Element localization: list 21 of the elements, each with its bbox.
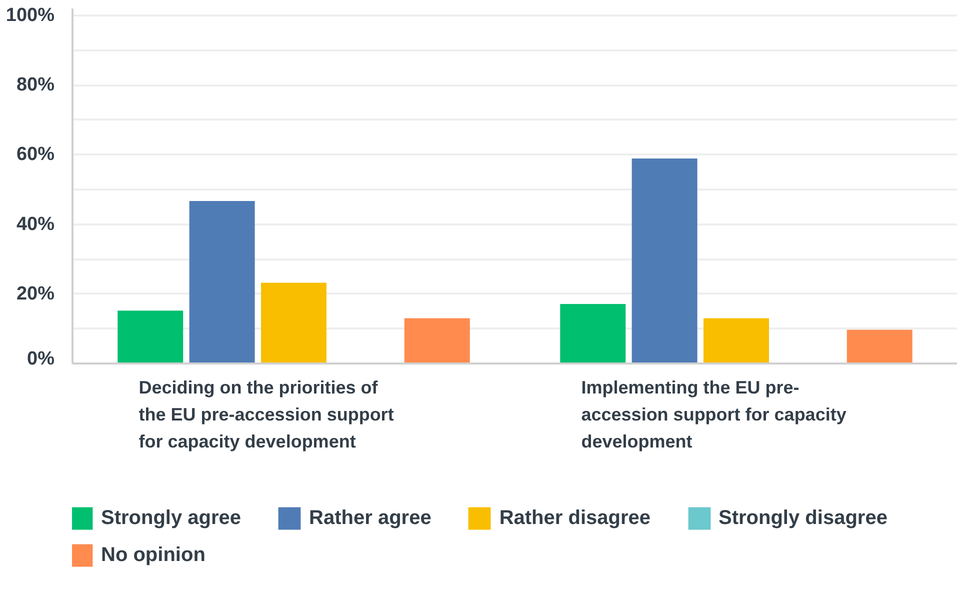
legend-label: No opinion [101,544,206,566]
text: 0% [27,348,55,370]
bar [846,330,912,364]
y-tick-label: 40% [16,214,55,235]
bar [189,200,255,364]
text: 20% [16,283,55,304]
bar [560,304,626,364]
bar [704,318,769,364]
x-tick-label: Deciding on the priorities of the EU pre-accession support for capacity development [138,378,394,452]
bar [261,282,326,364]
legend-label: Strongly agree [101,506,242,530]
legend-label: Strongly disagree [718,506,888,530]
legend-label: Rather disagree [499,506,650,530]
y-tick-label: 100% [6,4,55,26]
bar [404,318,470,364]
x-tick-label: Implementing the EU pre-accession support for capacity development [581,378,846,452]
y-tick-label: 60% [16,144,55,166]
y-tick-label: 80% [16,74,55,96]
bar [632,158,698,364]
legend-label: Rather agree [309,506,432,530]
bar [118,310,184,364]
